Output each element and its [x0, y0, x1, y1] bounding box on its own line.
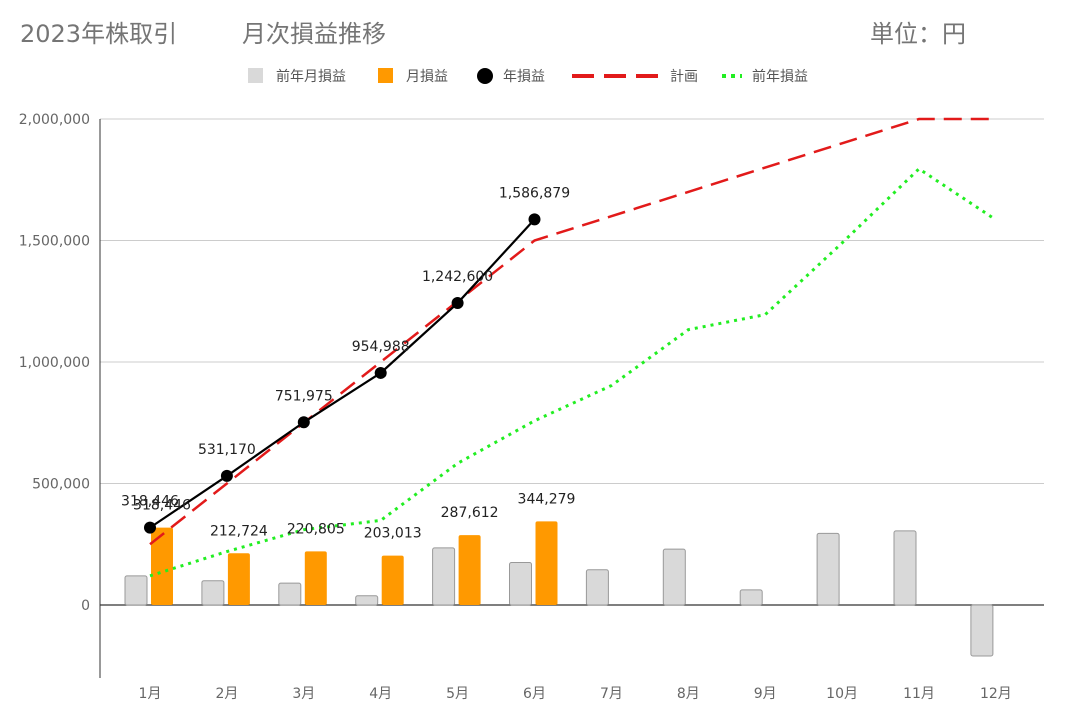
data-label-year: 954,988: [352, 339, 410, 355]
bar-prev-month: [662, 548, 686, 606]
bar-prev-month: [893, 530, 917, 606]
line-series: [144, 117, 997, 578]
y-tick-label: 1,000,000: [19, 355, 90, 371]
x-tick-label: 8月: [677, 686, 700, 702]
legend-label: 月損益: [406, 69, 448, 85]
x-axis: 1月 2月 3月 4月 5月 6月 7月 8月 9月 10月 11月 12月: [139, 686, 1012, 702]
data-label-month: 220,805: [287, 521, 345, 537]
x-tick-label: 7月: [600, 686, 623, 702]
marker-year: [451, 297, 464, 310]
data-label-year: 318,446: [121, 494, 179, 510]
x-tick-label: 9月: [754, 686, 777, 702]
y-tick-label: 0: [81, 598, 90, 614]
bar-prev-month: [509, 561, 532, 606]
legend-swatch-month: [378, 68, 393, 83]
y-tick-label: 1,500,000: [19, 234, 90, 250]
data-label-year: 1,242,600: [422, 269, 493, 285]
bar-prev-month: [124, 575, 148, 606]
x-tick-label: 4月: [369, 686, 392, 702]
x-tick-label: 3月: [292, 686, 315, 702]
data-labels: 318,446 531,170 751,975 954,988 1,242,600 1,5…: [121, 185, 575, 541]
bar-prev-month: [355, 595, 379, 606]
bar-month: [304, 551, 327, 605]
legend-label: 前年月損益: [276, 68, 346, 85]
y-tick-label: 2,000,000: [19, 112, 90, 128]
bar-prev-month: [585, 569, 609, 606]
bar-series: [124, 521, 994, 657]
legend-label: 計画: [670, 69, 698, 85]
y-tick-label: 500,000: [32, 477, 90, 493]
chart-subtitle: 月次損益推移: [242, 20, 386, 48]
data-label-month: 203,013: [364, 526, 422, 542]
x-tick-label: 11月: [903, 686, 935, 702]
marker-year: [297, 416, 310, 429]
line-year: [149, 218, 536, 529]
line-prev-year: [149, 166, 997, 578]
x-tick-label: 6月: [523, 686, 546, 702]
marker-year: [528, 213, 541, 226]
marker-year: [374, 366, 387, 379]
data-label-year: 531,170: [198, 442, 256, 458]
y-axis: 0 500,000 1,000,000 1,500,000 2,000,000: [19, 112, 101, 678]
x-tick-label: 5月: [446, 686, 469, 702]
unit-label: 単位：円: [870, 20, 966, 48]
bar-prev-month: [432, 547, 456, 606]
chart-title: 2023年株取引: [20, 20, 178, 48]
data-label-month: 344,279: [518, 491, 576, 507]
gridlines: [100, 118, 1044, 606]
legend-label: 年損益: [503, 69, 545, 85]
bar-prev-month: [816, 532, 840, 606]
legend-swatch-year: [477, 68, 493, 84]
legend-swatch-prev-month: [248, 68, 263, 83]
x-tick-label: 2月: [215, 686, 238, 702]
marker-year: [144, 521, 156, 534]
x-tick-label: 12月: [980, 686, 1012, 702]
marker-year: [220, 469, 233, 482]
bar-prev-month: [201, 580, 225, 606]
bar-month: [151, 527, 173, 605]
data-label-month: 212,724: [210, 523, 268, 539]
bar-prev-month: [278, 582, 302, 606]
x-tick-label: 10月: [826, 686, 858, 702]
bar-month: [227, 553, 250, 605]
x-tick-label: 1月: [139, 686, 162, 702]
legend-label: 前年損益: [752, 68, 808, 85]
data-label-month: 318,446: [133, 498, 191, 514]
data-label-year: 751,975: [275, 388, 333, 404]
bar-prev-month: [739, 589, 763, 606]
legend: 前年月損益 月損益 年損益 計画 前年損益: [248, 68, 808, 85]
bar-month: [458, 535, 481, 605]
data-label-month: 287,612: [441, 505, 499, 521]
bar-month: [535, 521, 558, 605]
line-plan: [149, 117, 996, 546]
bar-month: [381, 555, 404, 605]
bar-prev-month: [970, 604, 994, 657]
data-label-year: 1,586,879: [499, 185, 570, 201]
